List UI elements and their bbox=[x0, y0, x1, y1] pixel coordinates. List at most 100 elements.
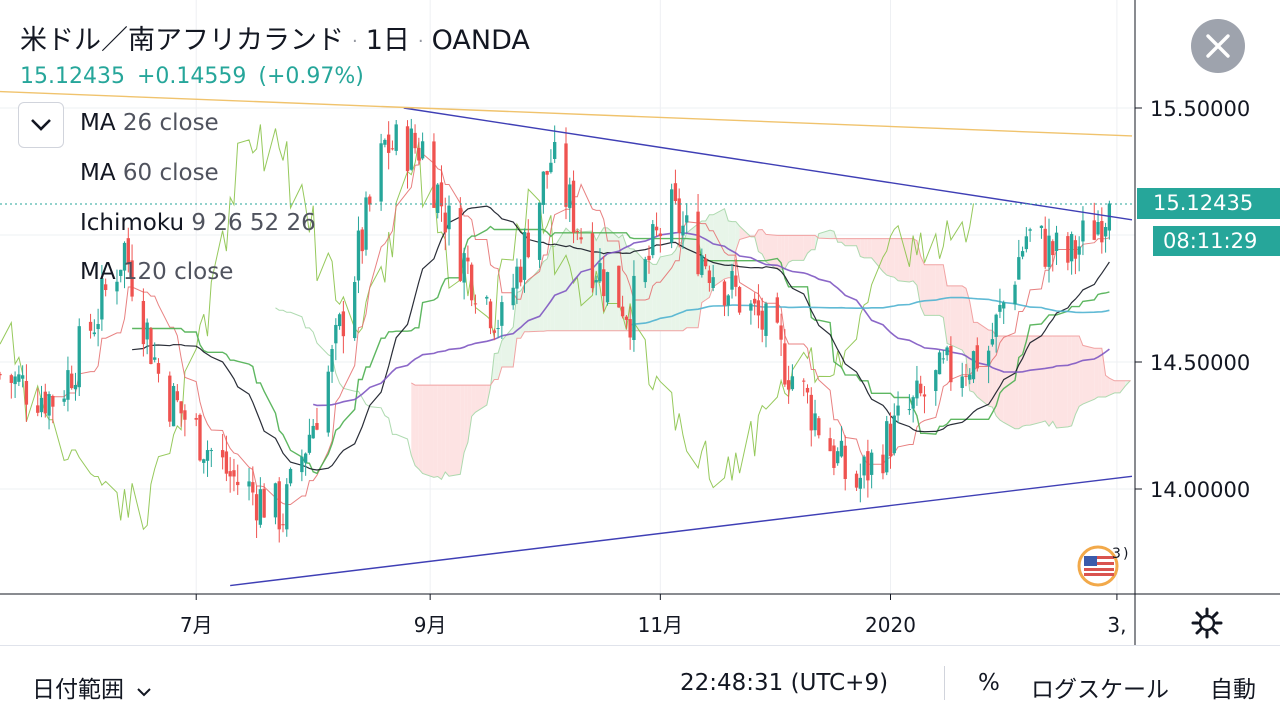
candle-body bbox=[922, 394, 927, 397]
candle-body bbox=[681, 225, 685, 236]
cloud-segment bbox=[633, 249, 646, 331]
close-button[interactable] bbox=[1191, 19, 1245, 73]
cloud-segment bbox=[1071, 335, 1076, 426]
candle-body bbox=[141, 300, 146, 345]
candle-body bbox=[390, 148, 395, 150]
cloud-segment bbox=[418, 385, 423, 474]
candle-body bbox=[990, 339, 995, 345]
candle-body bbox=[43, 391, 47, 414]
candle-body bbox=[156, 363, 161, 374]
cloud-segment bbox=[1015, 335, 1019, 429]
cloud-segment bbox=[1098, 348, 1102, 398]
legend-ma26[interactable]: MA 26 close bbox=[80, 110, 219, 136]
candle-body bbox=[858, 477, 862, 489]
candle-body bbox=[994, 314, 998, 337]
candle-body bbox=[277, 481, 281, 530]
cloud-segment bbox=[1094, 348, 1099, 400]
kijun-sen bbox=[132, 225, 1110, 475]
legend-ichimoku[interactable]: Ichimoku 9 26 52 26 bbox=[80, 210, 316, 236]
candle-body bbox=[130, 260, 134, 297]
cloud-segment bbox=[1022, 335, 1027, 427]
cloud-segment bbox=[1003, 335, 1016, 429]
clock-display[interactable]: 22:48:31 (UTC+9) bbox=[680, 670, 889, 696]
candle-body bbox=[1081, 220, 1085, 242]
candle-body bbox=[907, 409, 912, 411]
chart-title: 米ドル／南アフリカランド · 1日 · OANDA bbox=[20, 18, 530, 57]
svg-text:): ) bbox=[1123, 546, 1128, 562]
candle-body bbox=[100, 278, 104, 320]
candle-body bbox=[353, 281, 357, 339]
candle-body bbox=[941, 358, 945, 360]
cloud-segment bbox=[1119, 380, 1126, 393]
candle-body bbox=[341, 311, 346, 337]
candle-body bbox=[553, 141, 557, 159]
cloud-segment bbox=[965, 288, 970, 391]
candle-body bbox=[439, 182, 444, 207]
candle-body bbox=[722, 281, 727, 306]
price-change-pct: (+0.97%) bbox=[258, 64, 364, 89]
candle-body bbox=[285, 484, 289, 530]
candle-body bbox=[575, 230, 579, 233]
trendlines bbox=[0, 90, 1133, 587]
cloud-segment bbox=[882, 238, 887, 276]
gear-icon[interactable] bbox=[1190, 606, 1224, 640]
candle-body bbox=[1069, 234, 1074, 262]
cloud-segment bbox=[1052, 335, 1057, 428]
percent-scale-button[interactable]: % bbox=[978, 670, 1000, 696]
candle-body bbox=[337, 314, 342, 327]
candle-body bbox=[115, 281, 119, 292]
cloud-segment bbox=[830, 230, 834, 239]
candle-body bbox=[311, 425, 315, 439]
legend-ma60[interactable]: MA 60 close bbox=[80, 160, 219, 186]
candle-body bbox=[77, 326, 81, 388]
last-price-tag: 15.12435 bbox=[1137, 188, 1280, 219]
candle-body bbox=[945, 347, 949, 356]
auto-scale-button[interactable]: 自動 bbox=[1210, 677, 1256, 703]
cloud-segment bbox=[441, 385, 446, 480]
cloud-segment bbox=[422, 385, 434, 478]
cloud-segment bbox=[781, 235, 785, 270]
candle-body bbox=[119, 269, 123, 276]
candle-body bbox=[258, 489, 263, 525]
legend-collapse-button[interactable] bbox=[18, 102, 64, 148]
candle-body bbox=[515, 266, 519, 289]
cloud-segment bbox=[864, 238, 868, 258]
price-chart[interactable]: 14.00000 14.50000 15.50000 7月 9月 11月 2020 3, bbox=[0, 0, 1280, 645]
economic-event-marker[interactable]: 3 ) bbox=[1074, 542, 1134, 588]
candle-body bbox=[307, 434, 312, 453]
candle-body bbox=[485, 296, 489, 299]
cloud-segment bbox=[841, 238, 846, 246]
cloud-segment bbox=[433, 385, 438, 478]
candle-body bbox=[394, 124, 398, 151]
candle-body bbox=[251, 482, 255, 493]
candle-body bbox=[1024, 236, 1029, 250]
cloud-segment bbox=[524, 281, 529, 332]
cloud-segment bbox=[554, 228, 566, 331]
candle-body bbox=[658, 233, 662, 237]
candle-body bbox=[488, 301, 493, 329]
separator: · bbox=[352, 31, 358, 52]
log-scale-button[interactable]: ログスケール bbox=[1031, 677, 1169, 703]
candle-body bbox=[568, 184, 572, 208]
event-count-badge: 3 bbox=[1112, 546, 1121, 562]
candle-body bbox=[734, 275, 738, 287]
date-range-button[interactable]: 日付範囲 bbox=[32, 670, 152, 704]
candle-body bbox=[617, 265, 621, 308]
candle-body bbox=[628, 319, 632, 338]
cloud-segment bbox=[569, 231, 574, 331]
cloud-segment bbox=[735, 221, 740, 251]
candle-body bbox=[779, 325, 783, 340]
candle-body bbox=[436, 184, 440, 213]
candle-body bbox=[949, 345, 953, 383]
candle-body bbox=[971, 351, 976, 380]
candle-body bbox=[737, 287, 742, 313]
candle-body bbox=[103, 284, 108, 291]
cloud-segment bbox=[962, 285, 966, 357]
candle-body bbox=[813, 413, 817, 431]
candle-body bbox=[334, 324, 338, 344]
candle-body bbox=[888, 423, 893, 457]
x-tick-label: 9月 bbox=[414, 613, 447, 637]
candle-body bbox=[122, 242, 127, 271]
legend-ma120[interactable]: MA 120 close bbox=[80, 259, 234, 285]
candle-body bbox=[790, 376, 795, 390]
